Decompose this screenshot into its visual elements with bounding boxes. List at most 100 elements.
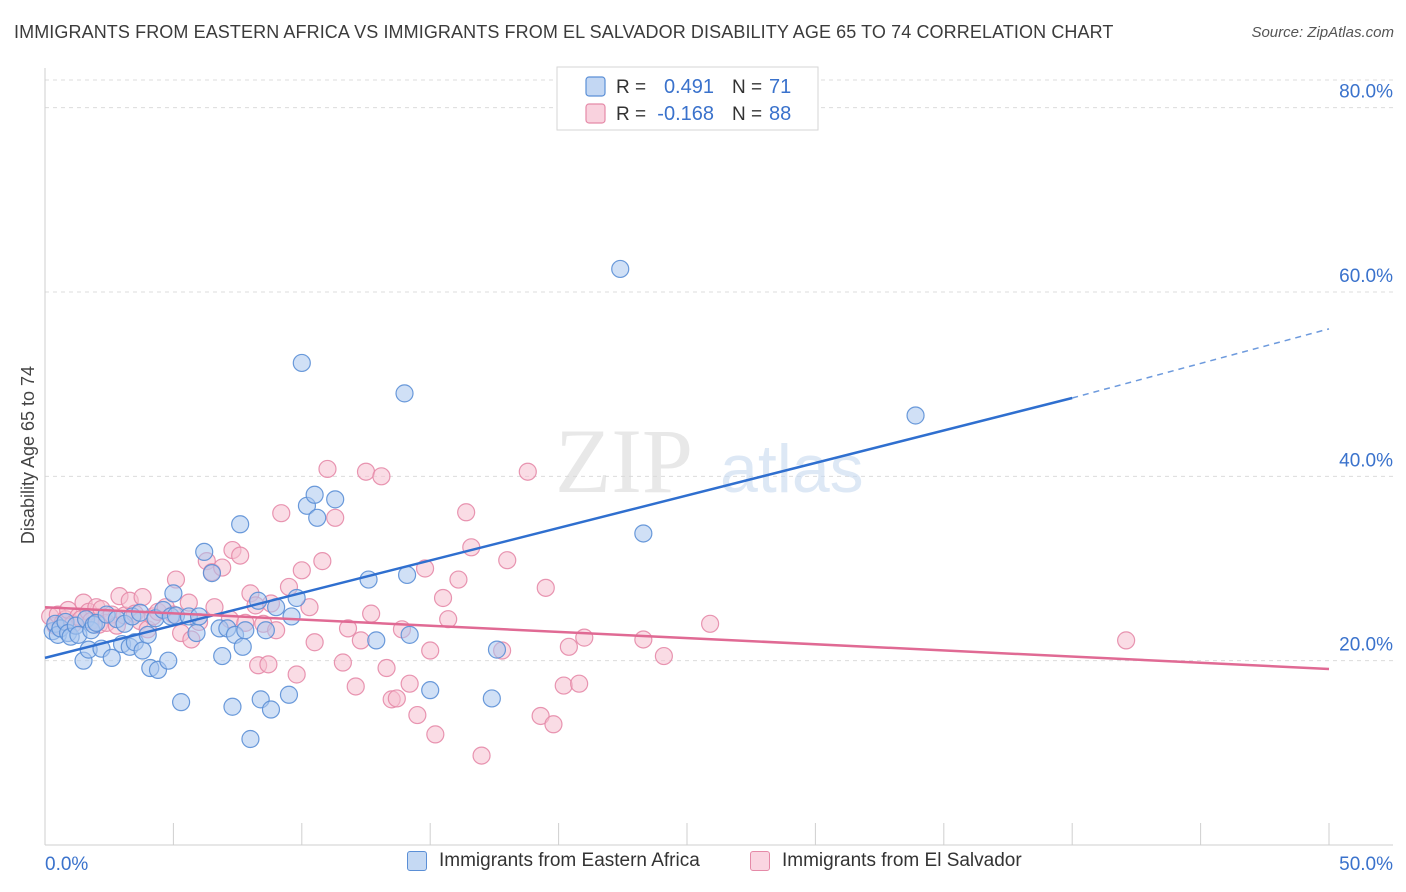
data-point — [300, 598, 319, 617]
data-point — [261, 700, 281, 719]
data-point — [305, 485, 324, 504]
data-point — [554, 676, 573, 695]
legend-label-eastern-africa: Immigrants from Eastern Africa — [439, 850, 700, 871]
stats-n-label: N = — [732, 104, 762, 125]
data-point — [305, 633, 324, 652]
data-point — [421, 681, 440, 700]
data-point — [367, 631, 386, 650]
data-point — [233, 637, 252, 656]
chart-title: IMMIGRANTS FROM EASTERN AFRICA VS IMMIGR… — [14, 22, 1114, 42]
stats-r-label: R = — [616, 104, 646, 125]
stats-legend: R = 0.491 N = 71 R = -0.168 N = 88 — [556, 66, 819, 131]
data-point — [654, 646, 673, 666]
y-tick-label: 20.0% — [1339, 635, 1393, 656]
data-point — [634, 524, 653, 543]
y-axis-title: Disability Age 65 to 74 — [18, 366, 38, 544]
data-point — [133, 587, 152, 607]
data-point — [272, 504, 291, 523]
data-point — [172, 693, 191, 712]
stats-r-label: R = — [616, 77, 646, 98]
source-label: Source: ZipAtlas.com — [1251, 24, 1394, 41]
data-point — [308, 508, 327, 527]
legend-swatch-pink — [750, 851, 770, 871]
data-point — [400, 674, 419, 693]
legend-swatch-blue — [407, 851, 427, 871]
bottom-legend: Immigrants from Eastern Africa Immigrant… — [0, 850, 1406, 880]
data-point — [415, 559, 435, 578]
data-point — [544, 715, 563, 734]
legend-label-el-salvador: Immigrants from El Salvador — [782, 850, 1022, 871]
y-tick-label: 60.0% — [1339, 266, 1393, 287]
legend-item-eastern-africa[interactable]: Immigrants from Eastern Africa — [407, 850, 700, 872]
data-point — [377, 658, 396, 678]
y-tick-label: 40.0% — [1339, 450, 1393, 471]
stats-legend-swatch — [585, 76, 606, 97]
data-point — [279, 685, 299, 704]
data-point — [372, 467, 391, 486]
data-point — [701, 614, 720, 633]
data-point — [287, 665, 306, 684]
trend-line-el-salvador — [44, 605, 1330, 671]
data-point — [487, 640, 507, 659]
data-point — [1117, 631, 1136, 650]
data-point — [400, 625, 419, 644]
data-point — [102, 648, 121, 667]
data-point — [387, 689, 406, 708]
data-point — [395, 384, 414, 403]
data-point — [472, 746, 491, 765]
stats-n-value: 88 — [769, 103, 791, 125]
axes: 0.0% 50.0% — [44, 68, 1393, 875]
stats-r-value: -0.168 — [657, 103, 714, 125]
data-point — [426, 725, 445, 744]
data-point — [241, 729, 260, 749]
data-point — [421, 641, 440, 660]
trend-lines — [44, 328, 1330, 671]
y-tick-label: 80.0% — [1339, 82, 1393, 103]
data-point — [906, 406, 925, 425]
data-point — [292, 561, 311, 580]
data-point — [259, 655, 278, 674]
stats-n-label: N = — [732, 77, 762, 98]
stats-legend-swatch — [585, 103, 606, 124]
watermark-zip: ZIP — [555, 410, 693, 512]
data-point — [236, 621, 255, 640]
data-point — [231, 546, 250, 565]
data-point — [356, 462, 376, 481]
data-point — [449, 570, 468, 589]
data-point — [231, 515, 250, 534]
data-point — [292, 353, 311, 373]
data-point — [338, 619, 358, 638]
x-tick-label: 0.0% — [45, 854, 88, 875]
data-point — [559, 637, 578, 656]
watermark: ZIP atlas — [555, 410, 864, 512]
data-point — [202, 564, 222, 583]
data-point — [138, 625, 157, 644]
data-point — [223, 697, 242, 716]
data-point — [611, 259, 630, 279]
data-point — [482, 689, 501, 708]
trend-line-eastern-africa-extension — [1072, 328, 1330, 399]
data-point — [333, 653, 352, 672]
data-point — [351, 631, 370, 650]
data-point — [326, 490, 345, 509]
data-point — [318, 459, 337, 479]
data-point — [256, 621, 275, 640]
legend-item-el-salvador[interactable]: Immigrants from El Salvador — [750, 850, 1022, 872]
data-point — [326, 508, 345, 527]
data-point — [164, 584, 183, 603]
data-point — [457, 503, 476, 522]
data-point — [213, 646, 232, 666]
data-point — [531, 706, 550, 726]
y-axis-title-group: Disability Age 65 to 74 — [18, 366, 38, 544]
data-point — [536, 578, 555, 597]
data-point — [362, 604, 381, 623]
stats-n-value: 71 — [769, 76, 791, 98]
data-point — [187, 623, 206, 643]
data-point — [634, 630, 653, 649]
data-point — [195, 542, 214, 562]
data-point — [433, 588, 453, 608]
data-point — [159, 651, 178, 670]
data-point — [133, 641, 152, 660]
data-point — [408, 705, 427, 725]
